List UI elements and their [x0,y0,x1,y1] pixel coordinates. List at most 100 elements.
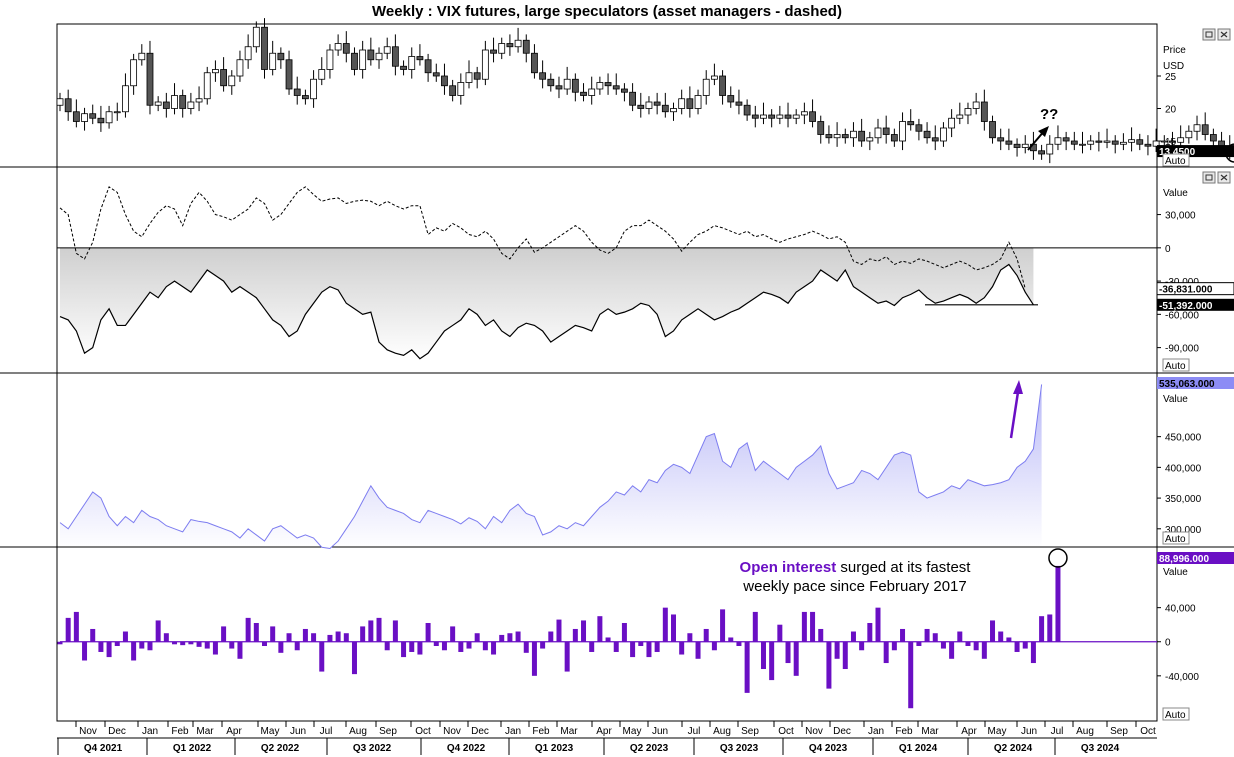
oi-change-bar [278,641,284,653]
candle-body [907,121,915,126]
month-label: May [988,726,1007,737]
oi-change-bar [671,614,676,642]
candle-body [612,85,620,90]
candle-body [711,75,718,80]
oi-change-bar [621,622,627,642]
candle-body [1177,137,1185,143]
candle-body [735,101,743,106]
oi-change-bar [57,641,63,645]
candle-body [293,88,301,96]
candle-body [1136,139,1144,145]
candle-body [277,52,285,61]
candle-body [351,52,358,70]
oi-change-bar [687,633,693,642]
oi-change-bar [286,633,292,642]
candle-body [555,85,563,90]
y-tick-label: 20 [1165,105,1177,116]
candle-body [694,95,702,109]
restore-icon[interactable] [1202,171,1216,184]
candle-body [301,95,309,100]
candle-body [858,130,866,142]
y-axis-title: Value [1163,188,1188,199]
candle-body [792,114,800,119]
candle-body [645,101,653,109]
candle-body [1070,140,1078,145]
candle-body [130,59,138,87]
oi-change-bar [916,641,922,647]
month-label: Sep [1110,726,1128,737]
oi-change-bar [73,611,79,642]
candle-body [244,46,252,61]
candle-body [751,114,759,119]
candle-body [105,111,113,124]
highlight-circle [1225,143,1234,163]
candle-body [547,78,555,87]
oi-change-bar [294,641,300,651]
candle-body [743,104,751,116]
oi-change-bar [221,626,227,642]
month-label: Apr [596,726,612,737]
candle-body [1185,130,1193,139]
candle-body [833,134,841,139]
restore-icon[interactable] [1202,28,1216,41]
auto-scale-button[interactable] [1162,531,1190,545]
oi-change-bar [932,633,938,642]
candle-body [367,49,375,61]
month-label: Sep [379,726,397,737]
oi-change-bar [131,641,137,661]
candle-body [1062,137,1070,142]
candle-body [375,52,383,61]
candle-body [72,111,80,122]
oi-change-bar [924,628,930,642]
candle-body [940,127,947,142]
candle-body [203,72,211,100]
candle-body [809,111,816,122]
candle-body [621,88,628,93]
oi-change-bar [572,628,578,642]
oi-arrow-head [1013,380,1023,394]
month-label: Jan [142,726,158,737]
month-label: Oct [778,726,794,737]
candle-body [252,26,260,48]
auto-scale-button[interactable] [1162,153,1190,167]
candle-body [686,98,694,109]
restore-icon-glyph [1205,31,1213,38]
month-label: Mar [196,726,214,737]
oi-change-bar [351,641,357,675]
candle-body [269,52,277,70]
candle-body [1209,134,1217,142]
month-label: Sep [741,726,759,737]
candle-body [416,56,424,61]
candle-body [285,59,293,90]
oi-change-bar [1055,565,1061,642]
oi-change-bar [818,628,824,642]
oi-change-bar [90,628,96,642]
candle-body [588,88,596,96]
oi-change-bar [245,617,251,642]
y-tick-label: 350,000 [1165,494,1202,505]
oi-change-bar [965,641,971,647]
auto-scale-label: Auto [1165,156,1186,167]
oi-change-bar [605,637,611,642]
candle-body [1054,137,1062,145]
auto-scale-button[interactable] [1162,707,1190,721]
oi-change-bar [441,641,447,651]
candle-body [964,108,972,116]
quarter-label: Q3 2024 [1081,743,1120,754]
auto-scale-button[interactable] [1162,358,1190,372]
oi-change-bar [98,641,104,652]
oi-change-bar [785,641,791,664]
oi-change-bar [613,641,619,652]
oi-change-bar [122,631,128,642]
oi-change-last-value-bg [1157,552,1234,564]
candle-body [637,104,645,109]
quarter-label: Q3 2022 [353,743,392,754]
y-axis-title: Price [1163,45,1186,56]
open-interest-change-panel: Value 40,000 0 -40,000 88,996.000 Auto Open in… [57,548,1234,721]
candle-body [465,72,473,83]
oi-change-bar [343,633,349,642]
quarter-label: Q4 2022 [447,743,486,754]
candle-body [997,137,1005,142]
candle-body [719,75,726,96]
